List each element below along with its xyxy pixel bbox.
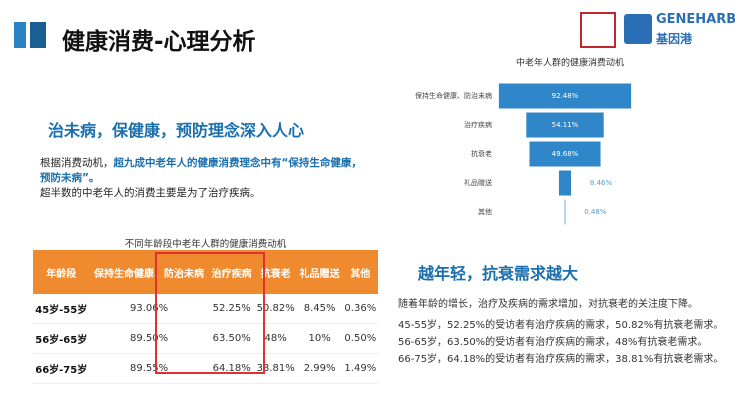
logo-icon — [624, 14, 652, 44]
table-cell: 38.81% — [254, 353, 297, 384]
table-cell: 8.45% — [296, 294, 343, 324]
table-cell: 93.06% — [89, 294, 209, 324]
value-label: 54.11% — [552, 121, 579, 129]
text: 根据消费动机， — [40, 157, 114, 169]
table-cell: 64.18% — [208, 353, 255, 384]
table-cell: 45岁-55岁 — [33, 294, 90, 324]
paragraph: 随着年龄的增长，治疗及疾病的需求增加，对抗衰老的关注度下降。 45-55岁，52.… — [398, 296, 723, 368]
header-cell: 年龄段 — [33, 250, 90, 294]
funnel-bar — [498, 83, 632, 109]
table-cell: 10% — [296, 323, 343, 354]
header-cell: 保持生命健康、防治未病 — [89, 250, 209, 294]
funnel-bar — [526, 112, 604, 138]
value-label: 49.68% — [552, 150, 579, 158]
table-cell: 56岁-65岁 — [33, 323, 90, 354]
table-row: 66岁-75岁 89.55% 64.18% 38.81% 2.99% 1.49% — [33, 353, 378, 384]
category-label: 礼品赠送 — [464, 178, 492, 187]
table-cell: 66岁-75岁 — [33, 353, 90, 384]
table-cell: 52.25% — [208, 294, 255, 324]
text-line: 随着年龄的增长，治疗及疾病的需求增加，对抗衰老的关注度下降。 — [398, 299, 698, 310]
value-label: 92.48% — [552, 92, 579, 100]
category-label: 其他 — [478, 207, 492, 216]
title-marker — [14, 22, 26, 48]
title-marker — [30, 22, 46, 48]
table: 年龄段 保持生命健康、防治未病 治疗疾病 抗衰老 礼品赠送 其他 45岁-55岁 93.06… — [33, 250, 378, 384]
header-cell: 礼品赠送 — [296, 250, 343, 294]
category-label: 抗衰老 — [471, 149, 492, 158]
text-line: 45-55岁，52.25%的受访者有治疗疾病的需求，50.82%有抗衰老需求。 — [398, 320, 724, 331]
slide-title: 健康消费-心理分析 — [62, 29, 256, 55]
section-heading: 越年轻，抗衰需求越大 — [418, 264, 579, 283]
highlight: 超九成中老年人的健康消费理念中有“保持生命健康，预防未病”。 — [40, 157, 362, 184]
text-line: 56-65岁，63.50%的受访者有治疗疾病的需求，48%有抗衰老需求。 — [398, 337, 708, 348]
category-label: 保持生命健康、防治未病 — [415, 91, 492, 100]
table-cell: 0.36% — [342, 294, 378, 324]
table-cell: 2.99% — [296, 353, 343, 384]
logo-cn: 基因港 — [656, 32, 693, 46]
table-cell: 1.49% — [342, 353, 378, 384]
highlight-box — [155, 252, 265, 374]
table-cell: 89.50% — [89, 323, 209, 354]
chart-title: 中老年人群的健康消费动机 — [516, 57, 624, 69]
funnel-chart: 中老年人群的健康消费动机 保持生命健康、防治未病 92.48% 治疗疾病 54.11%… — [415, 57, 632, 225]
table-cell: 48% — [254, 323, 297, 354]
header-cell: 抗衰老 — [254, 250, 297, 294]
logo-mark — [580, 12, 616, 48]
funnel-bar — [529, 141, 601, 167]
table-title: 不同年龄段中老年人群的健康消费动机 — [124, 239, 287, 250]
table-cell: 63.50% — [208, 323, 255, 354]
text-line: 66-75岁，64.18%的受访者有治疗疾病的需求，38.81%有抗衰老需求。 — [398, 354, 724, 365]
section-heading: 治未病，保健康，预防理念深入人心 — [48, 121, 305, 140]
table-cell: 50.82% — [254, 294, 297, 324]
table-cell: 0.50% — [342, 323, 378, 354]
header-cell: 其他 — [342, 250, 378, 294]
value-label: 8.46% — [590, 179, 613, 187]
header-cell: 治疗疾病 — [208, 250, 255, 294]
header-row: 年龄段 保持生命健康、防治未病 治疗疾病 抗衰老 礼品赠送 其他 — [33, 250, 378, 294]
table-row: 56岁-65岁 89.50% 63.50% 48% 10% 0.50% — [33, 323, 378, 354]
table-cell: 89.55% — [89, 353, 209, 384]
logo-en: GENEHARBOR — [656, 12, 735, 27]
table-row: 45岁-55岁 93.06% 52.25% 50.82% 8.45% 0.36% — [33, 294, 378, 324]
funnel-bar — [564, 199, 566, 225]
value-label: 0.48% — [584, 208, 607, 216]
text: 超半数的中老年人的消费主要是为了治疗疾病。 — [40, 187, 261, 199]
funnel-bar — [558, 170, 572, 196]
category-label: 治疗疾病 — [464, 120, 492, 129]
paragraph: 根据消费动机，超九成中老年人的健康消费理念中有“保持生命健康，预防未病”。超半数… — [40, 156, 370, 201]
